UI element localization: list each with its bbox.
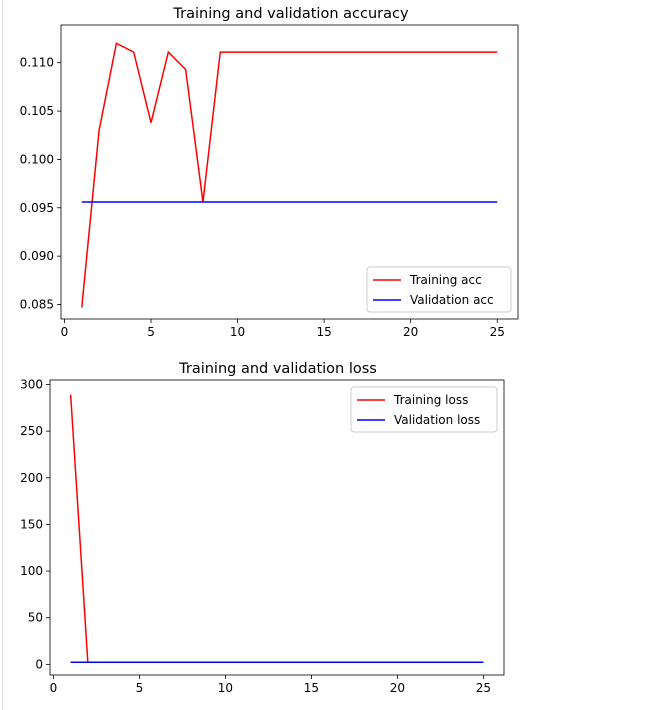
loss-y-tick-label: 200 [20, 471, 43, 485]
loss-y-tick-label: 100 [20, 564, 43, 578]
accuracy-series-training-acc [81, 42, 498, 308]
loss-plot-frame [49, 379, 505, 676]
loss-y-tick-label: 250 [20, 424, 43, 438]
loss-y-tick-label: 0 [35, 657, 43, 671]
loss-legend: Training loss Validation loss [350, 386, 498, 433]
loss-x-tick-label: 20 [390, 681, 405, 695]
loss-series-training-loss [69, 394, 484, 663]
notebook-cell-border [2, 0, 3, 710]
accuracy-y-tick-label: 0.095 [20, 201, 54, 215]
accuracy-legend-label: Training acc [409, 273, 482, 287]
accuracy-legend: Training acc Validation acc [366, 266, 512, 313]
loss-x-tick-label: 5 [136, 681, 144, 695]
accuracy-y-tick-label: 0.100 [20, 152, 54, 166]
accuracy-y-tick-label: 0.090 [20, 249, 54, 263]
accuracy-x-tick-label: 25 [490, 325, 505, 339]
loss-y-tick-label: 150 [20, 517, 43, 531]
accuracy-y-tick-label: 0.110 [20, 56, 54, 70]
accuracy-legend-box [366, 266, 512, 313]
loss-legend-box [350, 386, 498, 433]
accuracy-x-tick-label: 10 [230, 325, 245, 339]
loss-legend-label: Validation loss [394, 413, 480, 427]
loss-x-tick-label: 25 [476, 681, 491, 695]
accuracy-x-tick-label: 5 [147, 325, 155, 339]
accuracy-legend-label: Validation acc [410, 293, 494, 307]
loss-chart-title: Training and validation loss [178, 361, 377, 377]
loss-x-tick-label: 0 [50, 681, 58, 695]
accuracy-y-tick-label: 0.105 [20, 104, 54, 118]
loss-y-tick-label: 300 [20, 377, 43, 391]
accuracy-chart-title: Training and validation accuracy [172, 6, 409, 22]
loss-legend-label: Training loss [393, 393, 468, 407]
accuracy-y-tick-label: 0.085 [20, 297, 54, 311]
accuracy-plot-frame [60, 24, 519, 320]
loss-x-tick-label: 10 [218, 681, 233, 695]
loss-chart: Training and validation loss 0 5 10 15 20 250… [20, 361, 505, 695]
accuracy-x-tick-label: 15 [316, 325, 331, 339]
accuracy-x-tick-label: 0 [61, 325, 69, 339]
accuracy-chart: Training and validation accuracy 0 5 10 15 2… [20, 6, 519, 339]
loss-y-tick-label: 50 [28, 611, 43, 625]
loss-x-tick-label: 15 [304, 681, 319, 695]
accuracy-x-tick-label: 20 [403, 325, 418, 339]
